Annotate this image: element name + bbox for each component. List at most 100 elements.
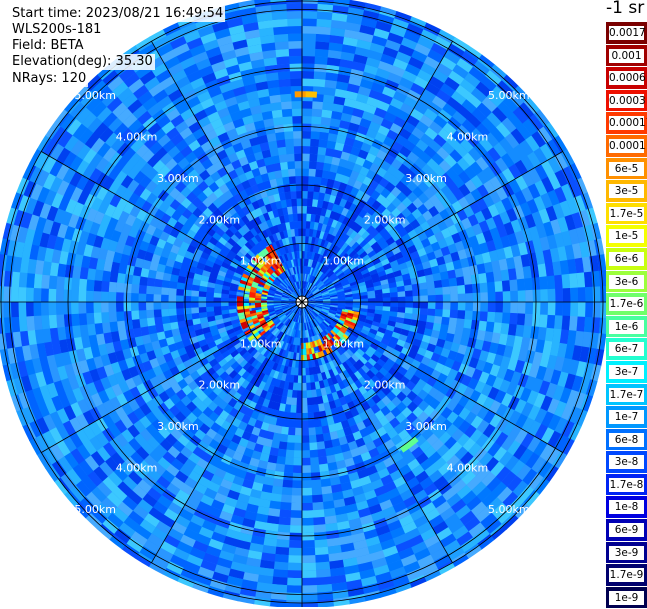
beta-cell [114, 183, 128, 198]
beta-cell [432, 69, 449, 84]
beta-feature-cell [260, 302, 267, 305]
beta-cell [227, 196, 238, 207]
beta-cell [312, 288, 320, 295]
beta-cell [307, 266, 312, 275]
beta-cell [93, 290, 102, 302]
beta-cell [297, 288, 301, 297]
beta-cell [86, 381, 98, 396]
beta-cell [340, 151, 351, 161]
beta-cell [276, 139, 287, 148]
beta-cell [256, 505, 270, 516]
beta-cell [438, 29, 456, 42]
beta-cell [203, 487, 218, 500]
beta-cell [498, 258, 509, 272]
beta-cell [49, 176, 64, 193]
beta-cell [314, 278, 320, 286]
beta-cell [44, 397, 57, 415]
beta-cell [336, 290, 345, 295]
beta-cell [367, 290, 376, 296]
beta-cell [326, 57, 342, 67]
beta-cell [273, 305, 282, 308]
beta-cell [270, 377, 277, 387]
beta-cell [278, 285, 286, 291]
beta-cell [283, 214, 290, 223]
beta-cell [198, 301, 207, 308]
beta-cell [144, 251, 154, 262]
beta-cell [265, 375, 273, 385]
beta-cell [423, 199, 435, 211]
beta-cell [309, 321, 314, 329]
beta-cell [230, 246, 240, 255]
beta-cell [359, 308, 368, 313]
beta-cell [290, 259, 295, 268]
beta-cell [170, 132, 185, 146]
beta-cell [362, 10, 381, 22]
beta-cell [253, 191, 263, 201]
beta-cell [282, 472, 294, 481]
beta-cell [451, 200, 464, 214]
beta-cell [340, 419, 350, 430]
beta-cell [278, 516, 291, 526]
beta-cell [36, 134, 50, 152]
beta-cell [520, 402, 534, 418]
beta-cell [441, 316, 450, 326]
beta-cell [205, 545, 222, 558]
beta-cell [346, 218, 355, 228]
beta-cell [89, 221, 101, 236]
beta-cell [384, 371, 395, 382]
beta-cell [516, 464, 532, 481]
beta-cell [345, 579, 363, 590]
beta-cell [285, 592, 302, 601]
beta-cell [281, 299, 289, 302]
beta-cell [182, 560, 201, 574]
beta-cell [128, 78, 145, 94]
beta-cell [434, 414, 447, 427]
beta-cell [51, 248, 62, 264]
beta-cell [322, 379, 330, 388]
beta-cell [278, 154, 288, 163]
beta-cell [419, 458, 434, 472]
beta-cell [265, 341, 273, 350]
beta-cell [554, 186, 567, 204]
beta-cell [361, 110, 375, 122]
beta-cell [391, 264, 401, 273]
beta-cell [440, 56, 458, 71]
beta-cell [289, 304, 297, 308]
beta-cell [342, 283, 351, 289]
beta-cell [93, 121, 109, 138]
beta-cell [427, 295, 436, 303]
beta-cell [82, 409, 96, 425]
beta-cell [365, 315, 374, 322]
beta-cell [280, 93, 293, 103]
beta-cell [271, 362, 279, 371]
beta-cell [430, 241, 441, 252]
beta-cell [274, 307, 283, 311]
beta-cell [378, 585, 396, 593]
beta-cell [346, 227, 355, 237]
beta-cell [392, 501, 407, 514]
beta-cell [553, 400, 567, 418]
beta-cell [506, 208, 518, 223]
beta-cell [96, 85, 113, 102]
beta-cell [236, 356, 245, 365]
beta-cell [43, 138, 59, 157]
beta-cell [192, 317, 201, 326]
beta-cell [367, 357, 377, 367]
beta-cell [352, 414, 363, 425]
beta-cell [382, 422, 394, 434]
beta-cell [464, 398, 477, 412]
beta-cell [376, 193, 387, 205]
beta-cell [367, 206, 377, 216]
beta-cell [314, 419, 322, 428]
beta-cell [51, 192, 64, 209]
beta-cell [374, 261, 383, 270]
beta-cell [470, 319, 480, 331]
beta-cell [438, 431, 452, 445]
beta-cell [29, 148, 42, 166]
beta-cell [269, 447, 279, 457]
beta-cell [304, 251, 308, 259]
beta-cell [277, 71, 291, 80]
beta-cell [193, 482, 208, 495]
beta-cell [346, 376, 355, 386]
beta-cell [434, 36, 452, 51]
